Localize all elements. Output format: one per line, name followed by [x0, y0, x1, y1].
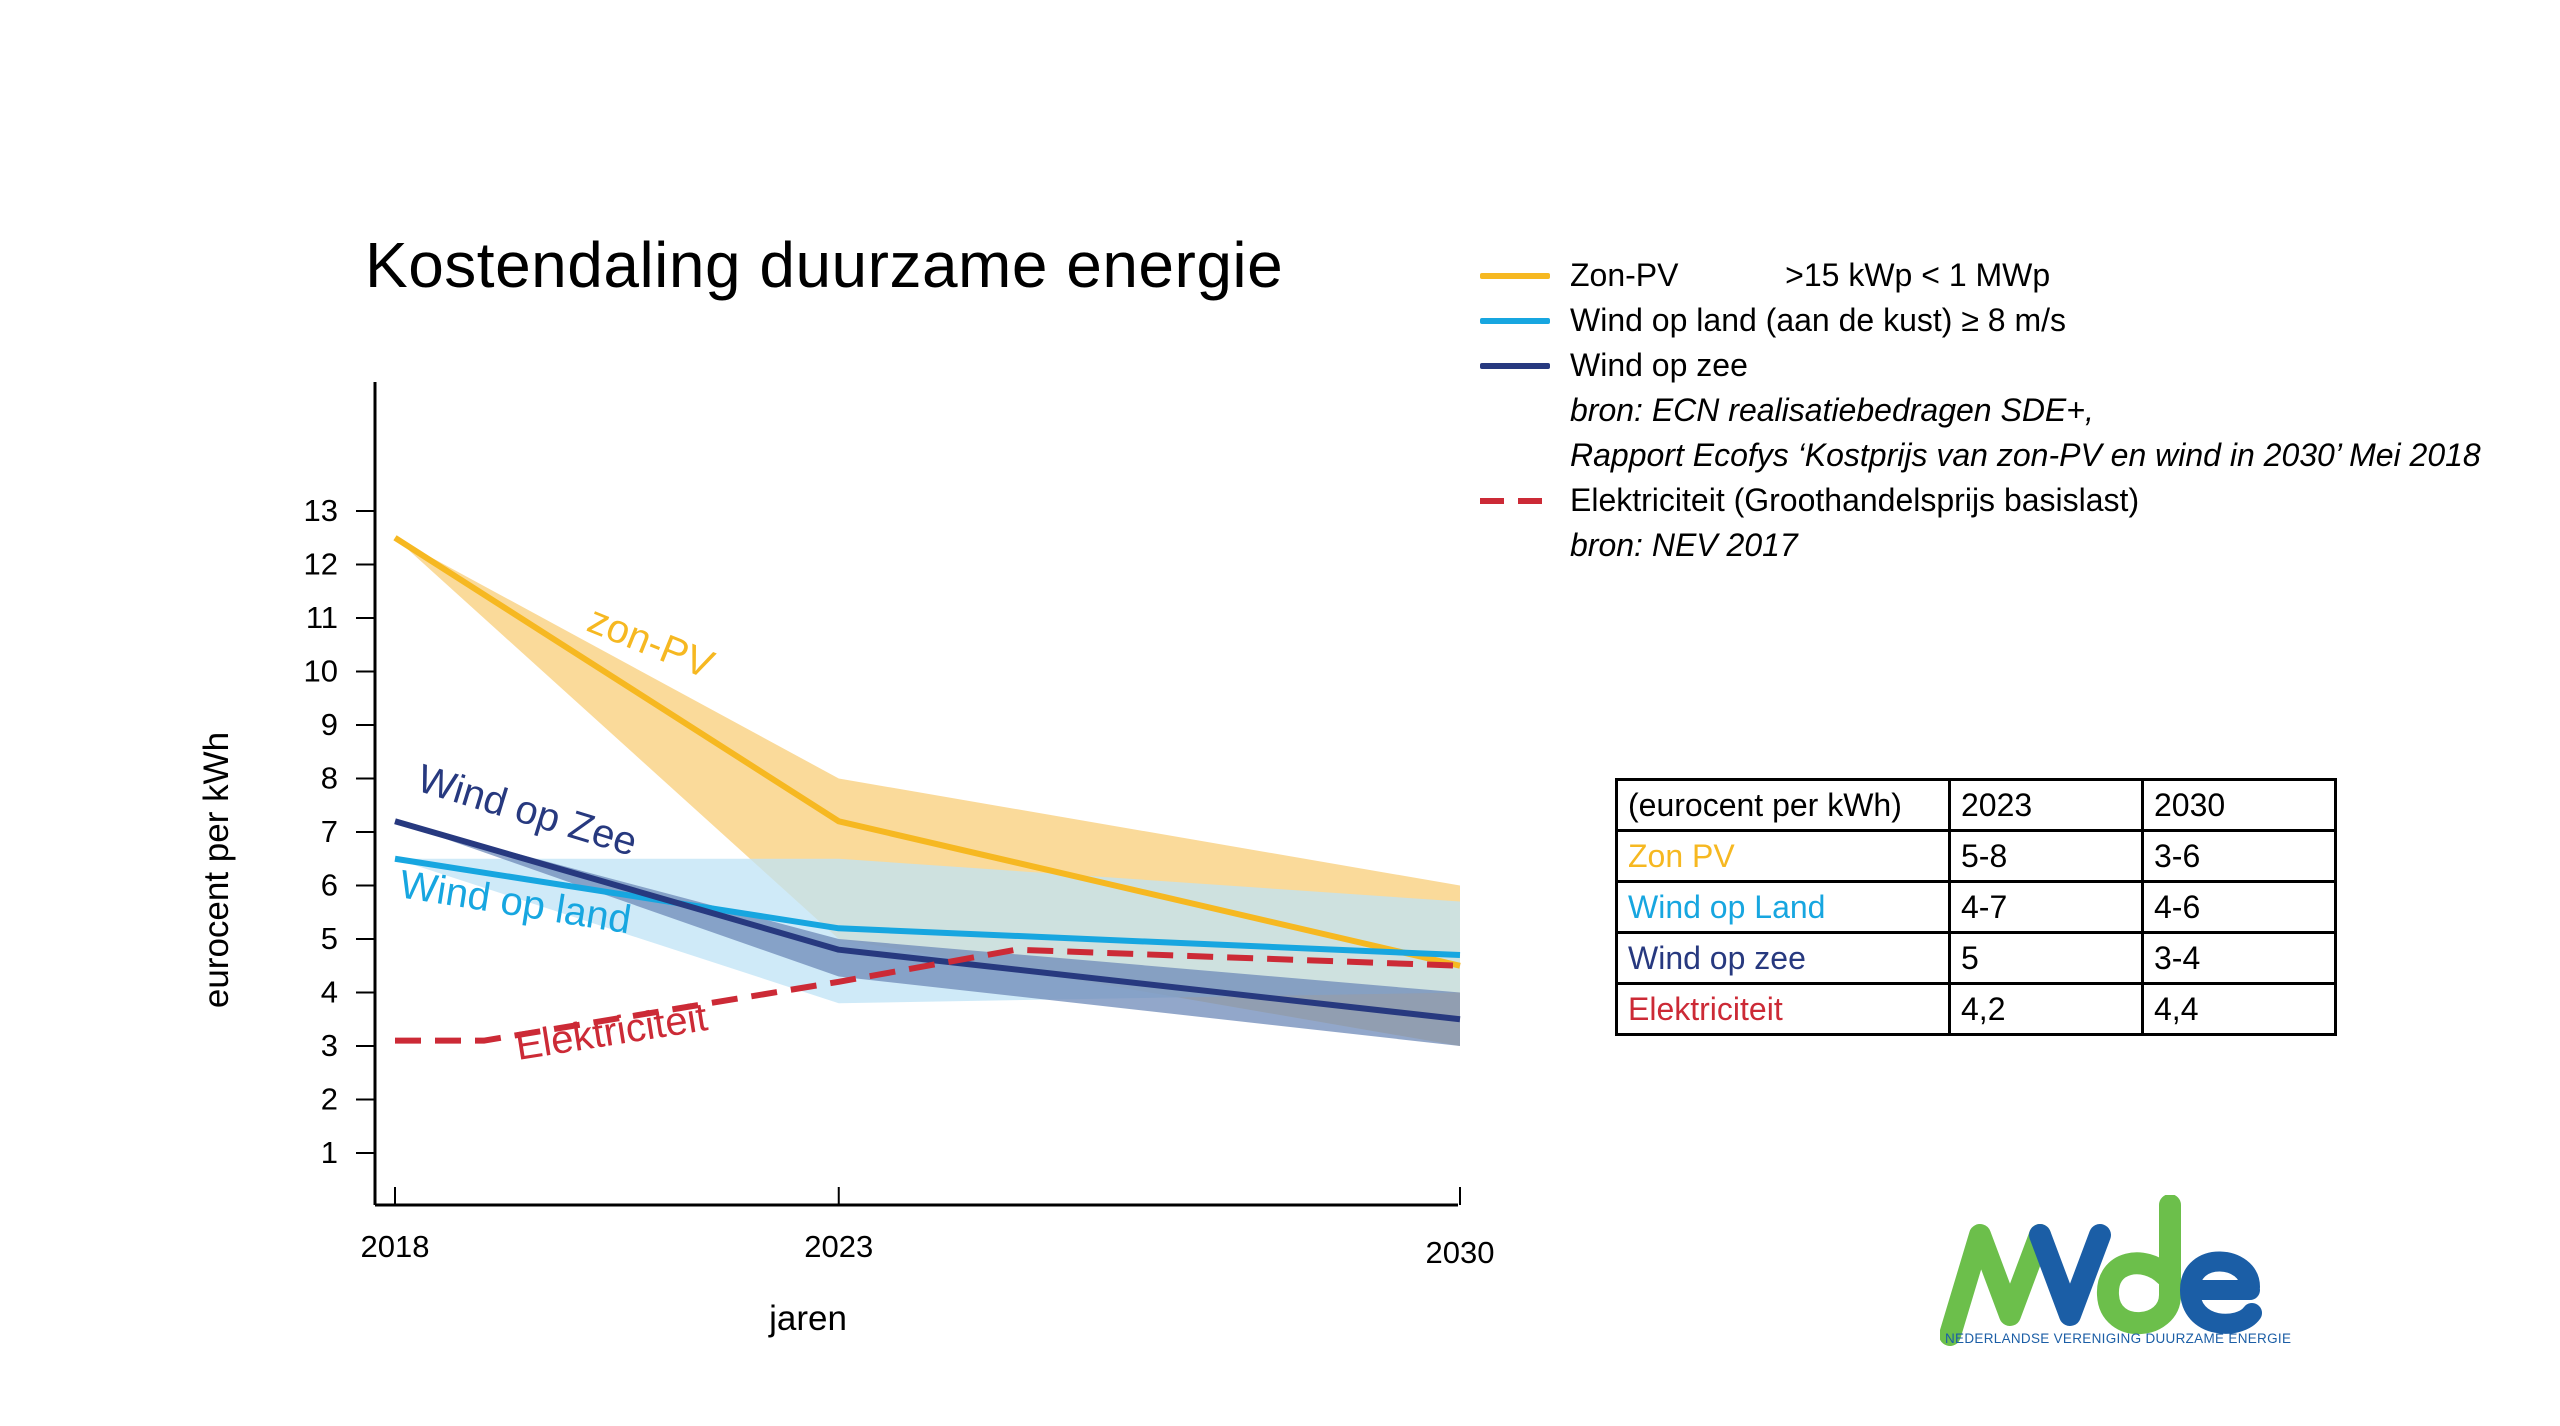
table-header-cell: 2023	[1948, 778, 2144, 832]
legend-label: Zon-PV >15 kWp < 1 MWp	[1570, 257, 2051, 293]
table-row: Zon PV 5-8 3-6	[1615, 829, 2337, 883]
y-tick-label: 12	[304, 547, 338, 582]
x-tick-label: 2030	[1426, 1235, 1495, 1270]
legend-label: Rapport Ecofys ‘Kostprijs van zon-PV en …	[1570, 437, 2481, 473]
y-tick-label: 3	[321, 1028, 338, 1063]
table-row-label: Zon PV	[1615, 829, 1951, 883]
x-tick-label: 2018	[361, 1229, 430, 1264]
y-tick-label: 7	[321, 814, 338, 849]
table-cell: 4-7	[1948, 880, 2144, 934]
y-tick-label: 8	[321, 761, 338, 796]
x-tick-label: 2023	[804, 1229, 873, 1264]
legend-swatch	[1480, 363, 1550, 369]
x-axis-label: jaren	[768, 1299, 847, 1338]
legend-label: Elektriciteit (Groothandelsprijs basisla…	[1570, 482, 2140, 518]
table-row: Elektriciteit 4,2 4,4	[1615, 982, 2337, 1036]
annotation-elektriciteit: Elektriciteit	[513, 995, 711, 1069]
table-header-row: (eurocent per kWh) 2023 2030	[1615, 778, 2337, 832]
y-tick-label: 5	[321, 921, 338, 956]
table-row-label: Wind op Land	[1615, 880, 1951, 934]
nvde-logo	[1940, 1195, 2262, 1346]
logo-subtitle: NEDERLANDSE VERENIGING DUURZAME ENERGIE	[1945, 1331, 2292, 1346]
table-cell: 4,4	[2141, 982, 2337, 1036]
legend-label: bron: ECN realisatiebedragen SDE+,	[1570, 392, 2094, 428]
y-tick-label: 1	[321, 1135, 338, 1170]
legend-swatch	[1480, 318, 1550, 324]
table-row-label: Wind op zee	[1615, 931, 1951, 985]
table-cell: 4,2	[1948, 982, 2144, 1036]
legend-label: bron: NEV 2017	[1570, 527, 1798, 563]
table-cell: 3-6	[2141, 829, 2337, 883]
y-tick-label: 9	[321, 707, 338, 742]
table-cell: 3-4	[2141, 931, 2337, 985]
y-axis-label: eurocent per kWh	[197, 732, 236, 1008]
legend-swatch	[1480, 273, 1550, 279]
uncertainty-bands	[395, 537, 1460, 1046]
table-row-label: Elektriciteit	[1615, 982, 1951, 1036]
y-tick-label: 10	[304, 654, 338, 689]
table-header-cell: (eurocent per kWh)	[1615, 778, 1951, 832]
series-lines	[393, 535, 1461, 1044]
legend-swatch	[1480, 498, 1550, 504]
page-title: Kostendaling duurzame energie	[365, 229, 1284, 301]
table-cell: 4-6	[2141, 880, 2337, 934]
y-tick-label: 2	[321, 1082, 338, 1117]
table-cell: 5-8	[1948, 829, 2144, 883]
y-tick-label: 11	[306, 600, 338, 635]
table-header-cell: 2030	[2141, 778, 2337, 832]
legend-label: Wind op land (aan de kust) ≥ 8 m/s	[1570, 302, 2067, 338]
table-row: Wind op Land 4-7 4-6	[1615, 880, 2337, 934]
legend-label: Wind op zee	[1570, 347, 1748, 383]
table-row: Wind op zee 5 3-4	[1615, 931, 2337, 985]
y-tick-label: 13	[304, 493, 338, 528]
y-tick-label: 6	[321, 868, 338, 903]
y-tick-label: 4	[321, 975, 338, 1010]
cost-table: (eurocent per kWh) 2023 2030 Zon PV 5-8 3-6 Wi…	[1615, 778, 2337, 1036]
annotation-wind-zee: Wind op Zee	[412, 757, 642, 865]
table-cell: 5	[1948, 931, 2144, 985]
